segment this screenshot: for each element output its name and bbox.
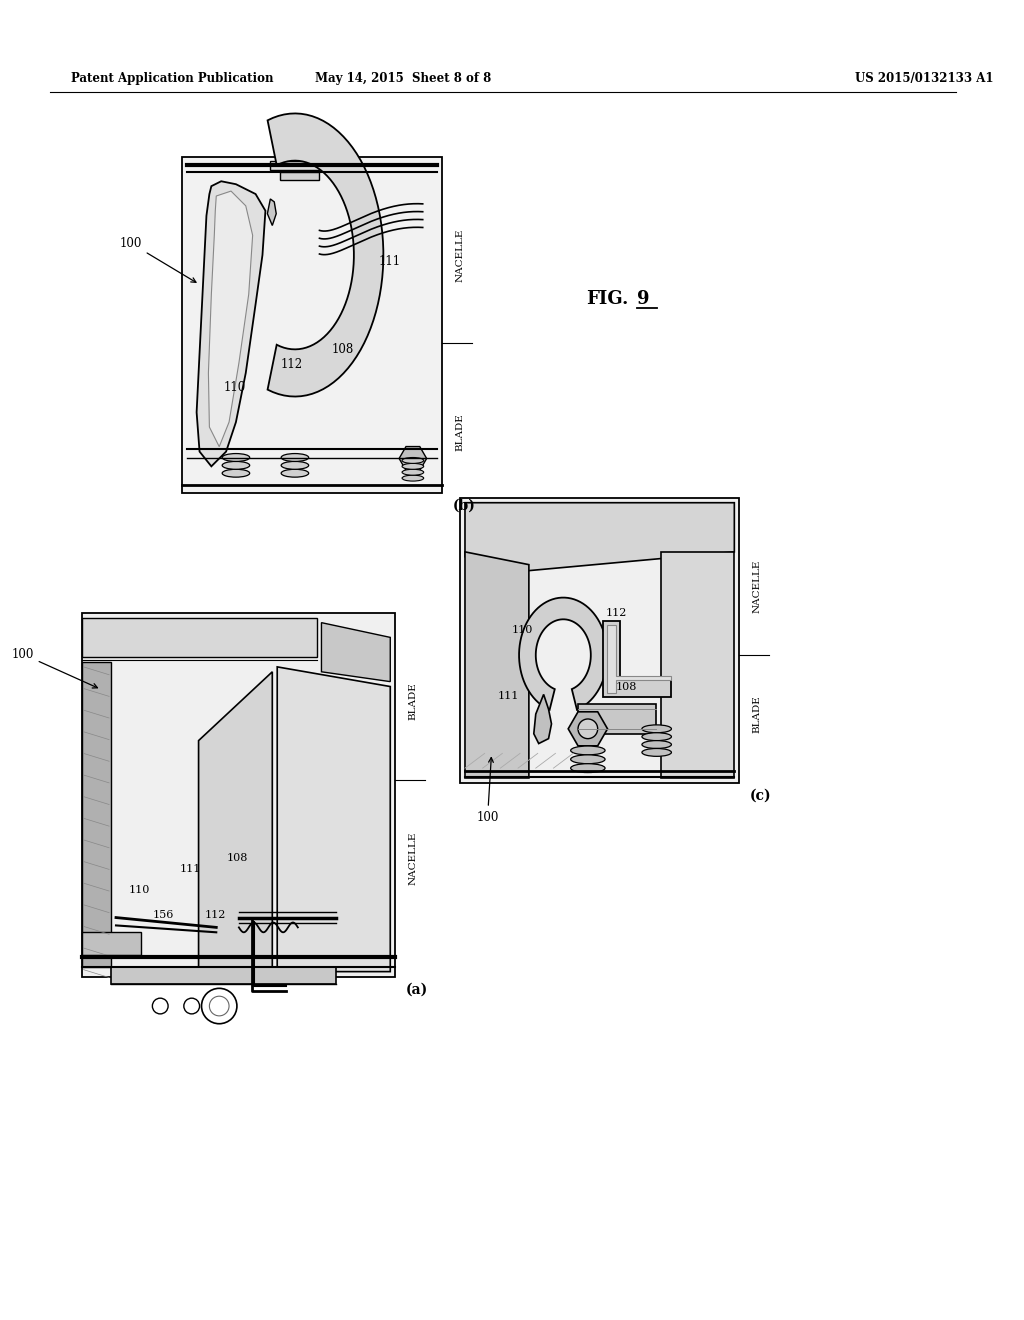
Ellipse shape xyxy=(642,733,672,741)
Ellipse shape xyxy=(642,741,672,748)
Bar xyxy=(111,966,336,985)
Text: (c): (c) xyxy=(750,789,772,803)
Ellipse shape xyxy=(282,454,308,462)
Text: BLADE: BLADE xyxy=(753,696,762,733)
Polygon shape xyxy=(465,552,528,777)
Ellipse shape xyxy=(570,764,605,772)
Text: 156: 156 xyxy=(153,909,174,920)
Text: 110: 110 xyxy=(129,884,151,895)
Text: Patent Application Publication: Patent Application Publication xyxy=(71,71,273,84)
Ellipse shape xyxy=(402,470,424,475)
Ellipse shape xyxy=(642,725,672,733)
Text: 108: 108 xyxy=(227,853,249,862)
Text: (a): (a) xyxy=(406,982,428,997)
Polygon shape xyxy=(660,552,734,777)
Text: 111: 111 xyxy=(498,692,519,701)
Text: 9: 9 xyxy=(637,290,649,309)
Circle shape xyxy=(578,719,598,739)
Ellipse shape xyxy=(570,746,605,755)
Bar xyxy=(214,920,254,936)
Bar xyxy=(460,498,739,783)
Polygon shape xyxy=(568,711,607,746)
Text: 108: 108 xyxy=(332,343,353,356)
Polygon shape xyxy=(82,932,140,954)
Polygon shape xyxy=(534,694,552,743)
Ellipse shape xyxy=(222,454,250,462)
Polygon shape xyxy=(82,618,316,657)
Bar xyxy=(270,161,319,170)
Polygon shape xyxy=(267,114,383,396)
Text: 100: 100 xyxy=(120,236,196,282)
Text: 111: 111 xyxy=(180,865,202,874)
Ellipse shape xyxy=(282,470,308,477)
Ellipse shape xyxy=(222,462,250,470)
Polygon shape xyxy=(465,503,734,572)
Text: NACELLE: NACELLE xyxy=(409,832,418,886)
Text: 112: 112 xyxy=(281,358,302,371)
Text: 112: 112 xyxy=(605,607,627,618)
Ellipse shape xyxy=(642,748,672,756)
Text: (b): (b) xyxy=(453,499,475,512)
Polygon shape xyxy=(199,672,272,972)
Text: 111: 111 xyxy=(379,255,400,268)
Bar xyxy=(281,173,319,181)
Polygon shape xyxy=(399,446,427,470)
Text: May 14, 2015  Sheet 8 of 8: May 14, 2015 Sheet 8 of 8 xyxy=(315,71,492,84)
Polygon shape xyxy=(322,623,390,681)
Text: BLADE: BLADE xyxy=(456,413,465,451)
Text: 100: 100 xyxy=(476,758,499,824)
Polygon shape xyxy=(519,598,607,710)
Ellipse shape xyxy=(402,458,424,463)
Text: 112: 112 xyxy=(205,909,226,920)
Polygon shape xyxy=(602,620,672,697)
Text: NACELLE: NACELLE xyxy=(456,228,465,281)
Bar xyxy=(82,661,111,966)
Polygon shape xyxy=(606,624,672,693)
Ellipse shape xyxy=(222,470,250,477)
Text: 108: 108 xyxy=(615,682,637,693)
Text: FIG.: FIG. xyxy=(586,290,629,309)
Ellipse shape xyxy=(282,462,308,470)
Bar xyxy=(182,157,442,492)
Text: NACELLE: NACELLE xyxy=(753,560,762,612)
Bar xyxy=(82,612,395,977)
Polygon shape xyxy=(278,667,390,972)
Ellipse shape xyxy=(570,755,605,764)
Ellipse shape xyxy=(402,475,424,480)
Ellipse shape xyxy=(402,463,424,470)
Polygon shape xyxy=(578,705,655,734)
Text: 110: 110 xyxy=(223,380,246,393)
Polygon shape xyxy=(267,199,276,226)
Text: US 2015/0132133 A1: US 2015/0132133 A1 xyxy=(855,71,993,84)
Text: 100: 100 xyxy=(11,648,97,688)
Polygon shape xyxy=(209,191,253,446)
Text: BLADE: BLADE xyxy=(409,682,418,721)
Polygon shape xyxy=(197,181,265,466)
Text: 110: 110 xyxy=(511,626,532,635)
